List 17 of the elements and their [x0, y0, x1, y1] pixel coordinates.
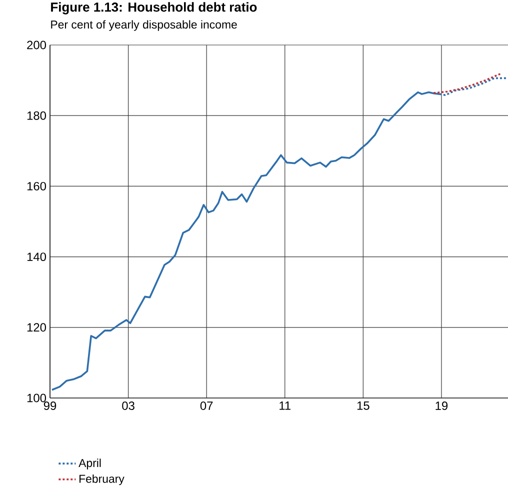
x-tick-label: 03 — [122, 402, 134, 410]
y-tick-label: 120 — [27, 323, 46, 332]
y-tick-label: 180 — [27, 111, 46, 120]
x-tick-label: 19 — [436, 402, 448, 410]
legend-label: April — [78, 458, 101, 470]
chart-subtitle: Per cent of yearly disposable income — [51, 20, 237, 31]
x-tick-label: 15 — [357, 402, 370, 410]
x-tick-label: 99 — [44, 402, 56, 410]
y-tick-label: 140 — [27, 252, 46, 262]
x-tick-label: 11 — [280, 402, 290, 410]
x-tick-label: 07 — [200, 402, 213, 410]
y-tick-label: 160 — [27, 182, 46, 190]
line-series — [432, 73, 502, 94]
legend-label: February — [79, 474, 124, 486]
y-tick-label: 100 — [27, 394, 46, 402]
y-tick-label: 200 — [27, 40, 46, 50]
chart-title: Figure 1.13: Household debt ratio — [51, 2, 257, 14]
